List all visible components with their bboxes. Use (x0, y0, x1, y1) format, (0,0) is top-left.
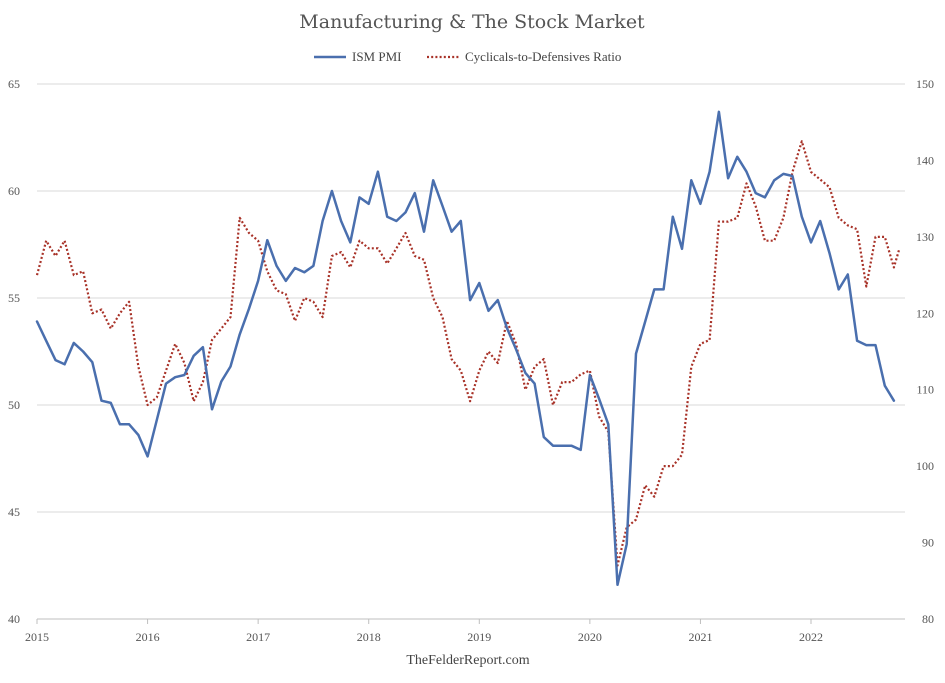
chart-title: Manufacturing & The Stock Market (299, 11, 645, 33)
y-right-tick-label: 90 (922, 536, 934, 550)
y-right-tick-label: 130 (916, 230, 934, 244)
y-right-tick-label: 80 (922, 612, 934, 626)
series-line-cyclicals-ratio (35, 140, 901, 567)
series-line-ism-pmi (35, 110, 896, 587)
x-tick-label: 2021 (688, 630, 712, 644)
x-tick-label: 2019 (467, 630, 491, 644)
y-right-tick-label: 120 (916, 306, 934, 320)
legend: ISM PMI Cyclicals-to-Defensives Ratio (314, 49, 621, 64)
y-right-tick-label: 150 (916, 77, 934, 91)
source-credit: TheFelderReport.com (406, 653, 529, 668)
x-tick-label: 2016 (136, 630, 160, 644)
x-tick-label: 2017 (246, 630, 270, 644)
y-left-tick-label: 55 (8, 291, 20, 305)
y-left-tick-label: 45 (8, 505, 20, 519)
x-axis: 2015 2016 2017 2018 2019 2020 2021 2022 (25, 619, 823, 644)
x-tick-label: 2022 (799, 630, 823, 644)
series-layer (35, 110, 901, 587)
x-tick-label: 2018 (357, 630, 381, 644)
y-left-tick-label: 65 (8, 77, 20, 91)
legend-label-ism-pmi: ISM PMI (352, 49, 402, 64)
y-left-tick-label: 40 (8, 612, 20, 626)
y-right-tick-label: 110 (916, 383, 934, 397)
y-axis-left: 40 45 50 55 60 65 (8, 77, 20, 626)
x-tick-label: 2020 (578, 630, 602, 644)
y-right-tick-label: 140 (916, 153, 934, 167)
y-axis-right: 80 90 100 110 120 130 140 150 (916, 77, 934, 626)
x-tick-label: 2015 (25, 630, 49, 644)
legend-label-cyclicals-ratio: Cyclicals-to-Defensives Ratio (465, 49, 621, 64)
y-left-tick-label: 50 (8, 398, 20, 412)
y-left-tick-label: 60 (8, 184, 20, 198)
y-right-tick-label: 100 (916, 459, 934, 473)
gridlines (37, 83, 905, 620)
